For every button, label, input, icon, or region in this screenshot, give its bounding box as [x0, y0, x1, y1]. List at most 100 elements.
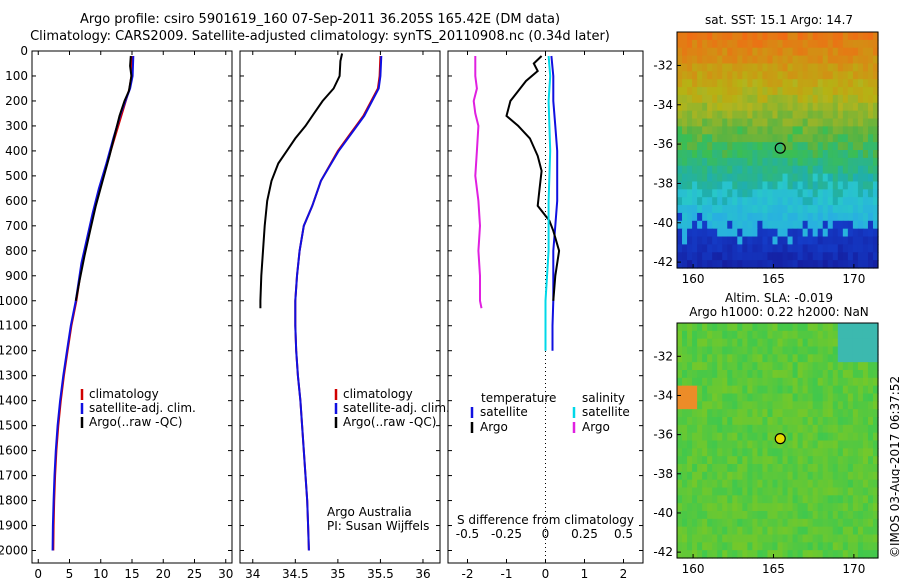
- map-cell: [777, 377, 784, 387]
- map-cell: [802, 479, 809, 489]
- map-cell: [682, 479, 688, 489]
- map-cell: [752, 189, 759, 198]
- map-cell: [707, 205, 713, 214]
- map-cell: [872, 32, 879, 41]
- map-cell: [702, 63, 708, 72]
- map-cell: [862, 471, 869, 481]
- map-cell: [707, 370, 713, 379]
- map-cell: [767, 71, 774, 80]
- map-cell: [692, 448, 698, 457]
- legend-title: salinity: [582, 391, 625, 405]
- map-cell: [827, 126, 834, 135]
- map-cell: [847, 102, 854, 112]
- map-cell: [797, 495, 804, 504]
- map-cell: [677, 338, 683, 348]
- map-cell: [802, 197, 809, 206]
- map-cell: [692, 212, 698, 222]
- map-cell: [762, 526, 769, 536]
- map-cell: [702, 511, 708, 520]
- map-cell: [857, 409, 864, 418]
- map-cell: [797, 205, 804, 214]
- map-cell: [782, 526, 789, 536]
- map-cell: [817, 518, 824, 528]
- map-cell: [722, 173, 728, 183]
- map-cell: [727, 385, 733, 395]
- map-cell: [802, 63, 809, 72]
- map-cell: [682, 432, 688, 442]
- map-cell: [797, 330, 804, 340]
- map-cell: [852, 252, 859, 261]
- map-cell: [852, 471, 859, 481]
- map-cell: [702, 479, 708, 489]
- map-cell: [782, 102, 789, 112]
- map-cell: [722, 393, 728, 402]
- map-cell: [777, 55, 784, 65]
- map-cell: [692, 417, 698, 426]
- map-cell: [752, 173, 759, 183]
- map-y-tick-label: -36: [653, 137, 673, 151]
- map-cell: [707, 110, 713, 120]
- map-cell: [792, 464, 799, 473]
- map-cell: [727, 323, 733, 332]
- map-cell: [822, 377, 829, 387]
- map-cell: [817, 126, 824, 135]
- map-cell: [852, 377, 859, 387]
- map-cell: [752, 393, 759, 402]
- map-cell: [832, 205, 839, 214]
- map-cell: [867, 165, 874, 175]
- map-cell: [797, 87, 804, 96]
- map-cell: [712, 157, 718, 167]
- map-cell: [712, 330, 718, 340]
- map-cell: [747, 126, 753, 135]
- map-cell: [742, 487, 748, 496]
- map-cell: [852, 526, 859, 536]
- map-cell: [827, 330, 834, 340]
- map-cell: [777, 228, 784, 238]
- map-cell: [812, 393, 819, 402]
- map-frame: [676, 322, 879, 559]
- map-cell: [782, 456, 789, 465]
- map-cell: [752, 542, 759, 551]
- map-cell: [802, 236, 809, 245]
- map-cell: [732, 39, 738, 49]
- map-cell: [797, 393, 804, 402]
- map-cell: [752, 236, 759, 245]
- map-cell: [842, 338, 849, 348]
- map-cell: [857, 526, 864, 536]
- map-cell: [812, 39, 819, 49]
- map-cell: [737, 370, 743, 379]
- map-cell: [677, 87, 683, 96]
- map-cell: [722, 63, 728, 72]
- map-cell: [692, 55, 698, 65]
- map-cell: [827, 503, 834, 512]
- map-cell: [727, 63, 733, 72]
- map-cell: [677, 346, 683, 355]
- map-cell: [802, 118, 809, 127]
- map-cell: [727, 181, 733, 190]
- map-cell: [777, 63, 784, 72]
- map-cell: [712, 236, 718, 245]
- map-cell: [702, 518, 708, 528]
- map-cell: [722, 157, 728, 167]
- map-cell: [822, 409, 829, 418]
- map-cell: [802, 409, 809, 418]
- map-cell: [782, 393, 789, 402]
- map-cell: [867, 518, 874, 528]
- map-cell: [732, 409, 738, 418]
- map-cell: [747, 63, 753, 72]
- map-cell: [862, 87, 869, 96]
- map-cell: [767, 464, 774, 473]
- map-cell: [872, 55, 879, 65]
- map-cell: [797, 55, 804, 65]
- map-cell: [852, 236, 859, 245]
- map-cell: [737, 63, 743, 72]
- map-cell: [817, 534, 824, 543]
- map-cell: [712, 385, 718, 395]
- map-cell: [747, 503, 753, 512]
- map-sst-map: [677, 32, 879, 269]
- map-cell: [857, 417, 864, 426]
- map-cell: [862, 252, 869, 261]
- map-cell: [867, 110, 874, 120]
- map-cell: [777, 110, 784, 120]
- map-cell: [752, 157, 759, 167]
